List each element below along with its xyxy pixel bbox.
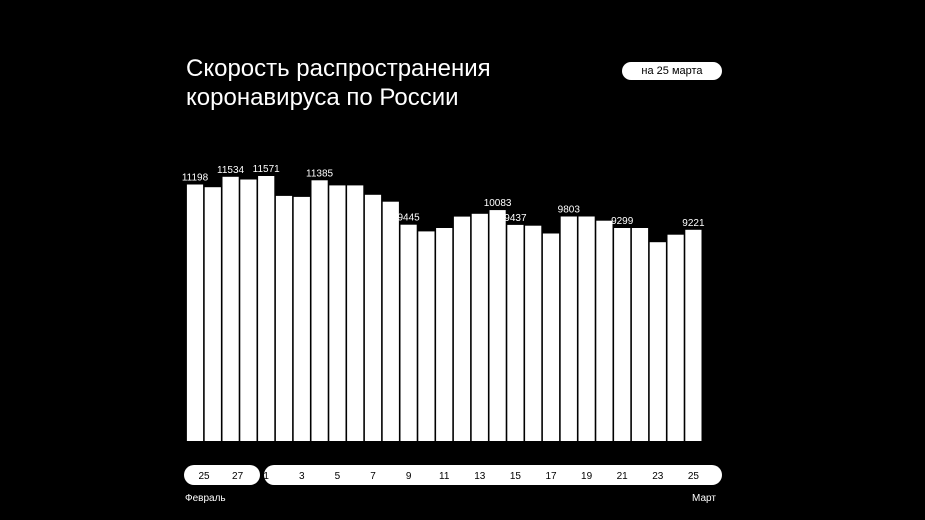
month-label-march: Март [692, 493, 716, 504]
bar-6 [275, 195, 293, 441]
data-label-9445: 9445 [397, 213, 420, 224]
bar-10 [347, 185, 364, 441]
x-tick-label: 9 [406, 471, 412, 482]
month-label-february: Февраль [185, 493, 226, 504]
bar-26 [631, 228, 649, 441]
x-tick-label: 23 [652, 471, 664, 482]
x-tick-label: 25 [688, 471, 700, 482]
x-tick-label: 19 [581, 471, 593, 482]
data-label-9221: 9221 [682, 218, 705, 229]
bar-5 [258, 176, 275, 441]
x-tick-label: 15 [510, 471, 522, 482]
bar-27 [649, 242, 666, 441]
x-tick-label: 21 [617, 471, 629, 482]
bar-22 [560, 216, 577, 441]
data-label-9299: 9299 [611, 216, 634, 227]
bar-18 [489, 210, 506, 441]
bar-4 [240, 179, 257, 441]
bar-19 [507, 224, 524, 441]
x-tick-label: 7 [370, 471, 376, 482]
data-label-9803: 9803 [558, 205, 581, 216]
bar-16 [453, 216, 471, 441]
data-label-11198: 11198 [182, 173, 209, 184]
bar-7 [293, 196, 310, 441]
x-tick-label: 5 [335, 471, 341, 482]
bar-23 [578, 216, 595, 441]
march-axis-pill [264, 465, 722, 485]
bar-13 [400, 224, 417, 441]
x-tick-label: 11 [439, 471, 450, 482]
bar-29 [685, 229, 702, 441]
x-tick-label: 27 [232, 471, 244, 482]
bar-11 [364, 194, 382, 441]
data-label-9437: 9437 [504, 213, 527, 224]
x-tick-label: 13 [474, 471, 486, 482]
chart-title: Скорость распространения коронавируса по… [186, 54, 586, 112]
data-label-11534: 11534 [217, 165, 245, 176]
x-tick-label: 3 [299, 471, 305, 482]
bar-17 [471, 213, 488, 441]
bar-24 [596, 220, 613, 441]
bar-8 [311, 180, 328, 442]
bar-3 [222, 176, 239, 442]
data-label-11385: 11385 [306, 168, 334, 179]
x-tick-label: 1 [263, 471, 269, 482]
bar-25 [614, 228, 631, 441]
bar-1 [186, 184, 204, 441]
data-label-10083: 10083 [484, 198, 512, 209]
february-axis-pill [184, 465, 260, 485]
x-tick-label: 17 [545, 471, 557, 482]
bar-12 [382, 201, 399, 441]
bar-28 [667, 234, 684, 441]
bar-2 [204, 187, 221, 441]
bar-15 [436, 228, 453, 441]
bar-14 [418, 231, 435, 441]
chart-title-line-2: коронавируса по России [186, 84, 459, 111]
chart-title-line-1: Скорость распространения [186, 55, 491, 82]
bar-20 [525, 225, 542, 441]
x-tick-label: 25 [198, 471, 210, 482]
bar-21 [542, 233, 560, 441]
date-badge: на 25 марта [622, 62, 722, 80]
data-label-11571: 11571 [253, 164, 281, 175]
bar-9 [329, 185, 346, 441]
